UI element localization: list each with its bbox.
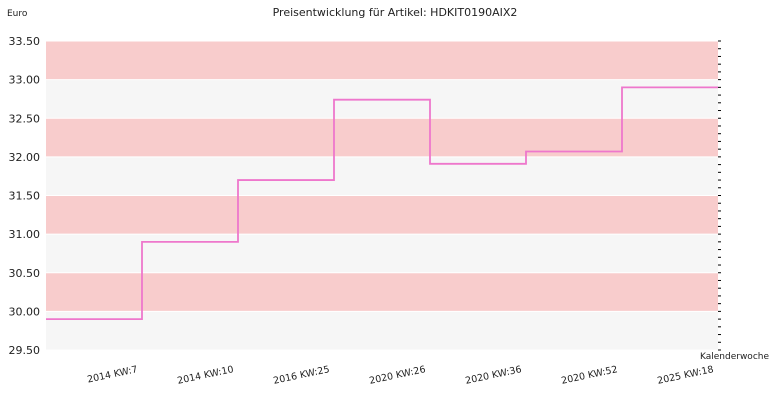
y-axis-label: Euro xyxy=(7,9,28,19)
y-tick-label-5: 32.00 xyxy=(9,151,41,164)
y-tick-label-3: 31.00 xyxy=(9,228,41,241)
x-tick-label-6: 2025 KW:18 xyxy=(656,364,714,387)
x-tick-label-1: 2014 KW:10 xyxy=(176,364,234,387)
x-tick-label-0: 2014 KW:7 xyxy=(86,364,138,385)
price-step-line xyxy=(46,86,718,320)
x-tick-label-4: 2020 KW:36 xyxy=(464,364,522,387)
band-0 xyxy=(46,311,718,350)
band-3 xyxy=(46,195,718,235)
band-2 xyxy=(46,234,718,273)
y-tick-label-6: 32.50 xyxy=(9,112,41,125)
y-tick-label-0: 29.50 xyxy=(9,344,41,357)
x-tick-label-5: 2020 KW:52 xyxy=(560,364,618,387)
y-tick-label-1: 30.00 xyxy=(9,305,41,318)
y-tick-label-4: 31.50 xyxy=(9,190,41,203)
chart-title: Preisentwicklung für Artikel: HDKIT0190A… xyxy=(273,6,518,19)
band-1 xyxy=(46,272,718,312)
y-tick-label-7: 33.00 xyxy=(9,74,41,87)
series-price xyxy=(46,86,718,320)
y-tick-label-8: 33.50 xyxy=(9,35,41,48)
x-tick-label-2: 2016 KW:25 xyxy=(272,364,330,387)
y-tick-labels: 29.50 30.00 30.50 31.00 31.50 32.00 32.50 33.00… xyxy=(9,35,41,357)
x-tick-labels: 2014 KW:7 2014 KW:10 2016 KW:25 2020 KW:26 2… xyxy=(86,364,714,387)
band-7 xyxy=(46,41,718,80)
y-tick-label-2: 30.50 xyxy=(9,267,41,280)
grid-lines xyxy=(46,40,718,351)
band-4 xyxy=(46,156,718,196)
x-tick-label-3: 2020 KW:26 xyxy=(368,364,426,387)
background-bands xyxy=(46,41,718,350)
x-axis-label: Kalenderwoche xyxy=(700,352,769,362)
band-5 xyxy=(46,118,718,157)
right-minor-ticks xyxy=(718,40,721,351)
